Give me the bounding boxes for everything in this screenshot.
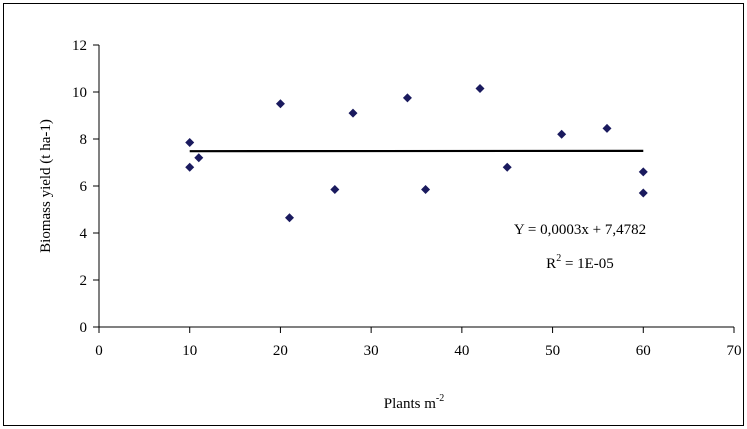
x-tick-label: 40 — [454, 343, 469, 359]
y-axis-title: Biomass yield (t ha-1) — [38, 119, 54, 253]
data-point-marker — [475, 83, 485, 93]
trendline-equation: Y = 0,0003x + 7,4782 — [514, 222, 646, 238]
r-squared-prefix: R — [546, 256, 556, 272]
axes — [98, 45, 734, 328]
x-tick-label: 70 — [727, 343, 742, 359]
x-tick-label: 0 — [95, 343, 103, 359]
y-tick-label: 10 — [72, 85, 87, 101]
data-point-marker — [275, 99, 285, 109]
chart-frame — [3, 3, 744, 426]
data-point-marker — [285, 213, 294, 223]
y-tick-label: 8 — [80, 132, 88, 148]
data-point-marker — [557, 129, 567, 139]
y-tick-label: 2 — [80, 273, 88, 289]
data-point-marker — [638, 188, 648, 198]
data-point-marker — [185, 162, 195, 172]
x-ticks: 0 10 20 30 40 50 60 70 — [95, 327, 742, 359]
y-tick-label: 0 — [80, 320, 88, 336]
y-tick-label: 6 — [80, 179, 88, 195]
data-point-marker — [185, 138, 195, 148]
data-point-marker — [348, 108, 358, 118]
r-squared-label: R2 = 1E-05 — [546, 253, 614, 272]
data-point-marker — [194, 153, 204, 163]
data-point-marker — [502, 162, 512, 172]
x-tick-label: 60 — [636, 343, 651, 359]
y-tick-label: 12 — [72, 38, 87, 54]
x-tick-label: 50 — [545, 343, 560, 359]
r-squared-value: = 1E-05 — [561, 256, 614, 272]
x-axis-title-superscript: -2 — [436, 393, 444, 404]
data-points — [185, 83, 648, 223]
x-tick-label: 10 — [182, 343, 197, 359]
r-squared-superscript: 2 — [556, 253, 561, 264]
data-point-marker — [638, 167, 648, 177]
x-axis-title-text: Plants m — [384, 396, 436, 412]
data-point-marker — [421, 185, 431, 195]
data-point-marker — [602, 123, 612, 133]
y-tick-label: 4 — [80, 226, 88, 242]
data-point-marker — [402, 93, 412, 103]
y-ticks: 0 2 4 6 8 10 12 — [72, 38, 99, 336]
x-tick-label: 20 — [273, 343, 288, 359]
x-tick-label: 30 — [364, 343, 379, 359]
x-axis-title: Plants m-2 — [384, 393, 444, 412]
data-point-marker — [330, 185, 340, 195]
